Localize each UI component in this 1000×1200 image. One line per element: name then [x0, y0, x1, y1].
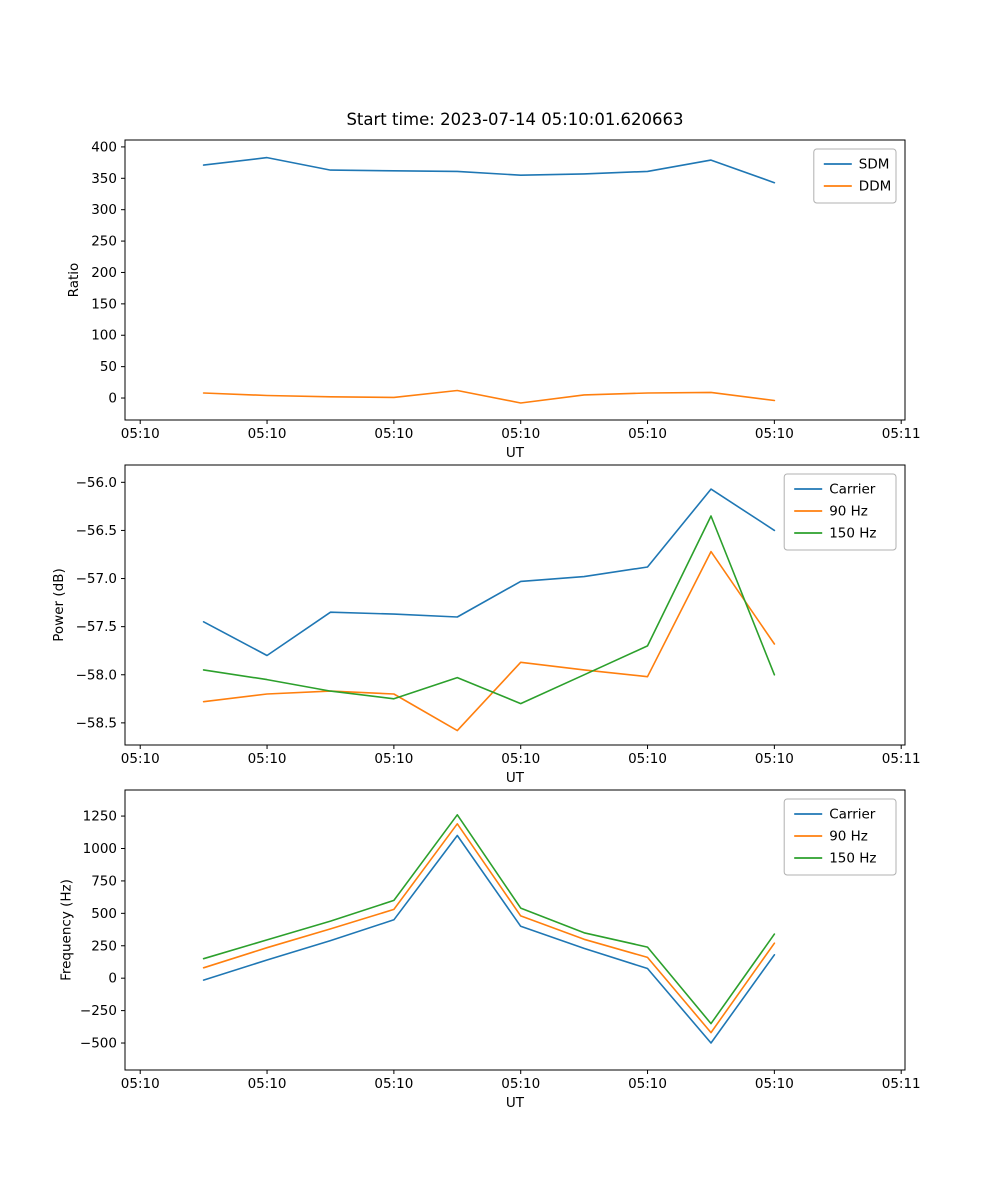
legend-label: DDM: [859, 179, 891, 195]
y-tick-label: 300: [91, 202, 117, 218]
x-tick-label: 05:10: [374, 1076, 413, 1092]
y-tick-label: 750: [91, 873, 117, 889]
x-tick-label: 05:10: [374, 751, 413, 767]
series-line-ddm: [202, 389, 776, 404]
x-tick-label: 05:10: [628, 751, 667, 767]
series-line-90-hz: [202, 550, 776, 732]
x-tick-label: 05:10: [248, 426, 287, 442]
legend-label: SDM: [859, 157, 890, 173]
y-tick-label: 1250: [83, 809, 117, 825]
chart-title: Start time: 2023-07-14 05:10:01.620663: [346, 110, 684, 129]
legend-label: Carrier: [829, 807, 876, 823]
y-tick-label: 0: [108, 971, 117, 987]
axes-frame: [124, 464, 906, 746]
legend-label: Carrier: [829, 482, 876, 498]
x-tick-label: 05:10: [501, 751, 540, 767]
y-tick-label: 250: [91, 234, 117, 250]
y-tick-label: 0: [108, 391, 117, 407]
y-tick-label: −56.0: [76, 475, 117, 491]
y-tick-label: 350: [91, 171, 117, 187]
legend-label: 150 Hz: [829, 851, 876, 867]
y-tick-label: 400: [91, 139, 117, 155]
x-tick-label: 05:10: [628, 426, 667, 442]
series-line-150-hz: [202, 515, 776, 705]
legend-label: 150 Hz: [829, 526, 876, 542]
legend-box: [783, 473, 897, 551]
y-tick-label: −500: [80, 1036, 117, 1052]
y-axis-label: Frequency (Hz): [59, 879, 75, 981]
y-axis-label: Ratio: [66, 263, 82, 298]
subplot-1: 05:10 05:10 05:10 05:10 05:10 05:10 05:11 0 50 10…: [66, 139, 920, 461]
y-tick-label: −250: [80, 1003, 117, 1019]
y-tick-label: 500: [91, 906, 117, 922]
legend-label: 90 Hz: [829, 504, 868, 520]
x-tick-label: 05:11: [882, 426, 921, 442]
legend-label: 90 Hz: [829, 829, 868, 845]
x-tick-label: 05:10: [755, 426, 794, 442]
x-axis-label: UT: [506, 1095, 525, 1111]
series-line-carrier: [202, 488, 776, 657]
series-line-150-hz: [202, 813, 776, 1025]
x-tick-label: 05:10: [755, 1076, 794, 1092]
series-line-sdm: [202, 156, 776, 184]
x-axis-label: UT: [506, 445, 525, 461]
x-axis-label: UT: [506, 770, 525, 786]
y-tick-label: 50: [100, 359, 117, 375]
x-tick-label: 05:10: [501, 1076, 540, 1092]
series-line-90-hz: [202, 822, 776, 1034]
x-tick-label: 05:10: [374, 426, 413, 442]
y-tick-label: −58.0: [76, 667, 117, 683]
y-tick-label: 250: [91, 938, 117, 954]
y-axis-label: Power (dB): [51, 568, 67, 641]
x-tick-label: 05:10: [121, 1076, 160, 1092]
x-tick-label: 05:10: [248, 751, 287, 767]
subplot-2: 05:10 05:10 05:10 05:10 05:10 05:10 05:11 −58.5…: [51, 464, 921, 786]
x-tick-label: 05:10: [248, 1076, 287, 1092]
legend-box: [783, 798, 897, 876]
x-tick-label: 05:11: [882, 751, 921, 767]
y-tick-label: −56.5: [76, 523, 117, 539]
series-line-carrier: [202, 834, 776, 1044]
x-tick-label: 05:10: [121, 751, 160, 767]
subplot-3: 05:10 05:10 05:10 05:10 05:10 05:10 05:11 −500 −…: [59, 789, 921, 1111]
y-tick-label: −58.5: [76, 715, 117, 731]
x-tick-label: 05:10: [755, 751, 794, 767]
y-tick-label: 100: [91, 328, 117, 344]
y-tick-label: 200: [91, 265, 117, 281]
axes-frame: [124, 139, 906, 421]
x-tick-label: 05:10: [501, 426, 540, 442]
legend-box: [813, 148, 897, 204]
x-tick-label: 05:10: [628, 1076, 667, 1092]
x-tick-label: 05:10: [121, 426, 160, 442]
y-tick-label: −57.5: [76, 619, 117, 635]
y-tick-label: 150: [91, 296, 117, 312]
y-tick-label: 1000: [83, 841, 117, 857]
axes-frame: [124, 789, 906, 1071]
x-tick-label: 05:11: [882, 1076, 921, 1092]
y-tick-label: −57.0: [76, 571, 117, 587]
